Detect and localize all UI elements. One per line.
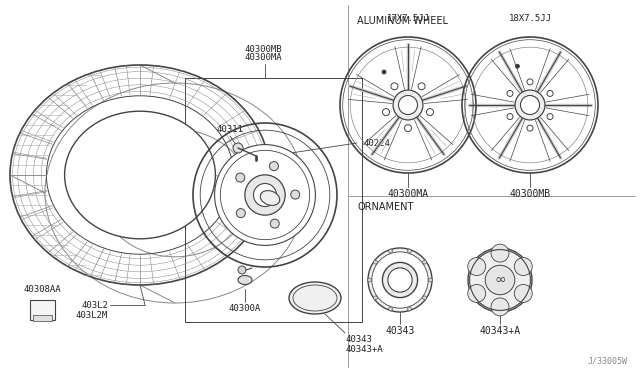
Circle shape (383, 262, 418, 298)
Text: 403L2: 403L2 (81, 301, 108, 310)
Circle shape (426, 109, 433, 116)
Text: 40311: 40311 (216, 125, 243, 134)
Ellipse shape (260, 190, 280, 205)
Text: ∞: ∞ (494, 273, 506, 287)
Circle shape (253, 183, 276, 206)
Text: 40224: 40224 (364, 138, 391, 148)
Text: 40343+A: 40343+A (479, 326, 520, 336)
Text: ALUMINUM WHEEL: ALUMINUM WHEEL (357, 16, 448, 26)
Circle shape (507, 90, 513, 96)
Circle shape (547, 113, 553, 119)
Text: 18X7.5JJ: 18X7.5JJ (509, 14, 552, 23)
Circle shape (236, 209, 245, 218)
Circle shape (383, 109, 390, 116)
Text: ORNAMENT: ORNAMENT (357, 202, 413, 212)
Circle shape (485, 265, 515, 295)
Circle shape (269, 161, 278, 171)
Circle shape (515, 285, 532, 302)
Text: 40300MA: 40300MA (244, 53, 282, 62)
Circle shape (233, 143, 243, 153)
Text: 40300MB: 40300MB (509, 189, 550, 199)
Circle shape (404, 125, 412, 132)
Circle shape (428, 278, 433, 282)
Circle shape (468, 248, 532, 312)
Text: 40300MA: 40300MA (387, 189, 429, 199)
Circle shape (393, 90, 423, 120)
Ellipse shape (289, 282, 341, 314)
Circle shape (547, 90, 553, 96)
Circle shape (515, 64, 520, 68)
Circle shape (491, 244, 509, 262)
Circle shape (373, 260, 378, 264)
Circle shape (515, 257, 532, 276)
Text: 403L2M: 403L2M (76, 311, 108, 320)
Circle shape (520, 96, 540, 115)
Text: 40300A: 40300A (229, 304, 261, 313)
Ellipse shape (65, 111, 216, 239)
Bar (30, 300, 55, 320)
Circle shape (238, 266, 246, 274)
Circle shape (270, 219, 279, 228)
Circle shape (236, 173, 244, 182)
Circle shape (418, 83, 425, 90)
Circle shape (491, 298, 509, 316)
Circle shape (399, 96, 417, 115)
Circle shape (388, 268, 412, 292)
Text: 40343: 40343 (385, 326, 415, 336)
Text: 40343: 40343 (345, 335, 372, 344)
Circle shape (367, 278, 372, 282)
Text: 17X7.5JJ: 17X7.5JJ (387, 14, 429, 23)
Text: 40308AA: 40308AA (23, 285, 61, 294)
Circle shape (245, 175, 285, 215)
Circle shape (468, 257, 486, 276)
Circle shape (527, 125, 533, 131)
Circle shape (422, 260, 427, 264)
Text: 40343+A: 40343+A (345, 345, 383, 354)
Circle shape (372, 252, 428, 308)
Text: J/33005W: J/33005W (588, 356, 628, 365)
Circle shape (382, 70, 386, 74)
Circle shape (388, 307, 392, 311)
Circle shape (391, 83, 398, 90)
Ellipse shape (238, 276, 252, 285)
Circle shape (408, 249, 412, 253)
Circle shape (373, 296, 378, 300)
Circle shape (527, 79, 533, 85)
Circle shape (214, 145, 316, 246)
Circle shape (468, 285, 486, 302)
Circle shape (515, 90, 545, 120)
Circle shape (422, 296, 427, 300)
Text: 40300MB: 40300MB (244, 45, 282, 54)
Circle shape (368, 248, 432, 312)
Circle shape (507, 113, 513, 119)
Circle shape (408, 307, 412, 311)
Circle shape (291, 190, 300, 199)
Circle shape (388, 249, 392, 253)
Bar (33, 315, 52, 321)
